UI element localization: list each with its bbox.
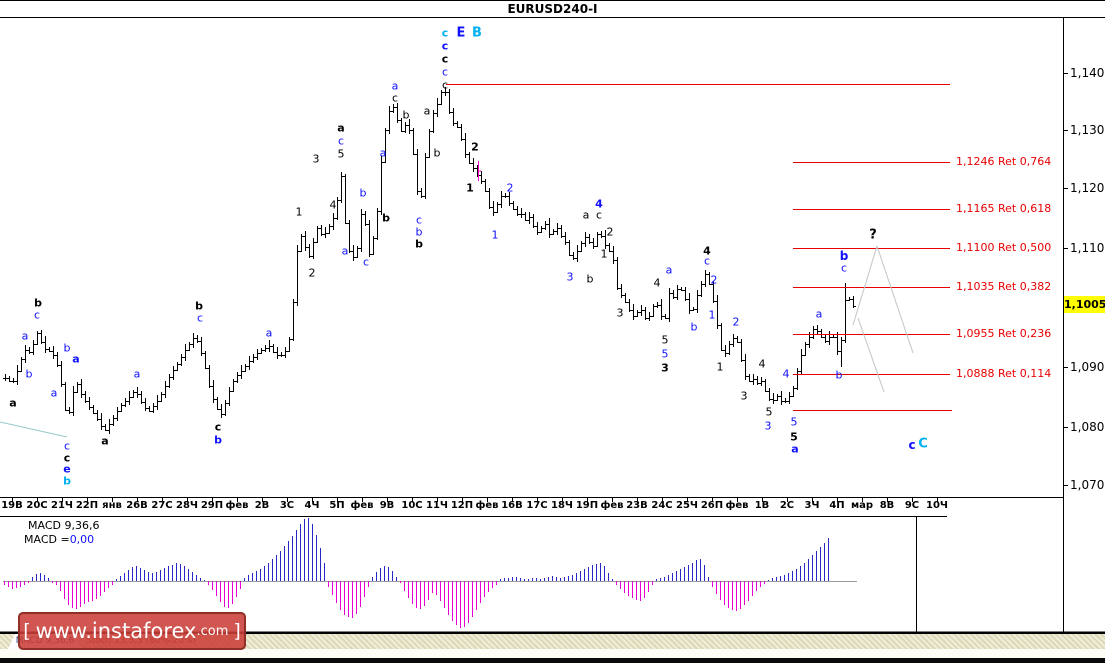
date-axis-label: 11Ч: [426, 500, 448, 511]
date-axis-label: янв: [102, 500, 122, 511]
date-axis-label: 21Ч: [51, 500, 73, 511]
date-axis-label: 3С: [279, 500, 295, 511]
date-axis-label: 25Ч: [676, 500, 698, 511]
date-axis-label: фев: [350, 500, 374, 511]
fib-level-label: 1,1165 Ret 0,618: [956, 202, 1052, 215]
chart-title: EURUSD240-I: [507, 2, 598, 16]
date-axis-label: 12П: [450, 500, 474, 511]
date-axis-label: 29П: [200, 500, 224, 511]
date-axis-label: 17С: [526, 500, 548, 511]
fib-level-label: 1,0955 Ret 0,236: [956, 327, 1052, 340]
date-axis-label: 8В: [879, 500, 895, 511]
date-axis-label: 19П: [575, 500, 599, 511]
date-axis-label: 10Ч: [926, 500, 948, 511]
macd-value-label: MACD =0,00: [24, 533, 94, 546]
price-axis-label: 1,1100: [1070, 241, 1105, 255]
footer-strip: [0, 649, 1105, 658]
fib-level-label: 1,1035 Ret 0,382: [956, 280, 1052, 293]
instaforex-logo[interactable]: [www.instaforex .com]: [18, 612, 246, 650]
fib-level-label: 1,1100 Ret 0,500: [956, 241, 1052, 254]
macd-histogram-negative: [4, 581, 765, 628]
date-axis-label: 2В: [254, 500, 270, 511]
date-axis-label: 10С: [401, 500, 423, 511]
logo-com: .com: [196, 623, 229, 639]
date-axis-label: фев: [725, 500, 749, 511]
logo-bracket-close: ]: [233, 620, 241, 642]
highlighted-bar: [478, 161, 481, 181]
macd-indicator-label: MACD 9,36,6: [28, 519, 100, 532]
date-axis-label: 23В: [626, 500, 648, 511]
date-axis-label: 16В: [501, 500, 523, 511]
title-bar: EURUSD240-I: [0, 0, 1105, 18]
price-axis-label: 1,0800: [1070, 420, 1105, 434]
date-axis-label: 22П: [75, 500, 99, 511]
date-axis-label: 9В: [379, 500, 395, 511]
price-axis-label: 1,0900: [1070, 360, 1105, 374]
trend-line: [0, 421, 68, 438]
date-axis-label: 5П: [329, 500, 345, 511]
macd-value-prefix: MACD =: [24, 533, 70, 546]
date-axis-ticks: [12, 498, 938, 502]
date-axis-label: 27С: [151, 500, 173, 511]
price-bars: [3, 87, 856, 434]
forecast-zigzag-lines: [852, 245, 914, 393]
current-price-badge: 1,1005: [1064, 296, 1105, 313]
macd-value: 0,00: [69, 533, 95, 546]
date-axis-label: 3Ч: [804, 500, 820, 511]
logo-text: www.instaforex: [35, 619, 197, 643]
fib-level-label: 1,1246 Ret 0,764: [956, 155, 1052, 168]
logo-bracket-open: [: [23, 620, 31, 642]
date-axis-label: 18Ч: [551, 500, 573, 511]
date-axis-label: 1В: [754, 500, 770, 511]
price-axis-ticks: [1063, 73, 1068, 486]
date-axis-label: 20С: [26, 500, 48, 511]
fibonacci-level-lines: [446, 84, 952, 411]
price-axis-label: 1,1300: [1070, 123, 1105, 137]
date-axis-label: фев: [475, 500, 499, 511]
date-axis-label: 26В: [126, 500, 148, 511]
date-axis-label: 26П: [700, 500, 724, 511]
date-axis-label: 4П: [829, 500, 845, 511]
date-axis-label: 19В: [1, 500, 23, 511]
price-axis-label: 1,1400: [1070, 66, 1105, 80]
date-axis-label: 4Ч: [304, 500, 320, 511]
price-axis-label: 1,1200: [1070, 181, 1105, 195]
date-axis-label: 28Ч: [176, 500, 198, 511]
fib-level-label: 1,0888 Ret 0,114: [956, 367, 1052, 380]
date-axis-label: 24С: [651, 500, 673, 511]
date-axis-label: фев: [600, 500, 624, 511]
date-axis-label: фев: [225, 500, 249, 511]
bottom-border: [0, 658, 1105, 663]
macd-histogram-positive: [32, 518, 829, 581]
date-axis-label: мар: [850, 500, 874, 511]
date-axis-label: 9С: [904, 500, 920, 511]
price-axis-label: 1,0700: [1070, 478, 1105, 492]
date-axis-label: 2С: [779, 500, 795, 511]
